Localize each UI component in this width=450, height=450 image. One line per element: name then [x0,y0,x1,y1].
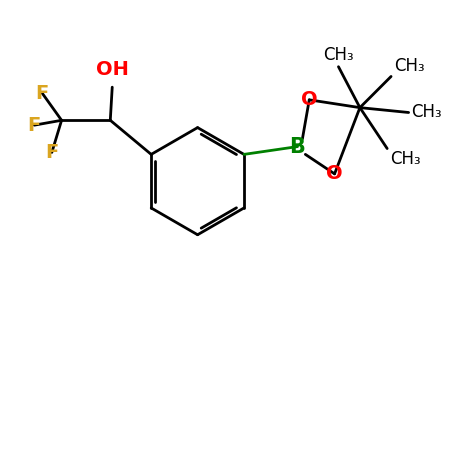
Text: CH₃: CH₃ [394,57,425,75]
Text: CH₃: CH₃ [323,46,354,64]
Text: B: B [290,137,306,157]
Text: O: O [326,164,343,183]
Text: CH₃: CH₃ [412,104,442,122]
Text: F: F [28,116,41,135]
Text: O: O [301,90,318,109]
Text: OH: OH [96,60,129,79]
Text: F: F [36,84,49,103]
Text: F: F [45,143,58,162]
Text: CH₃: CH₃ [390,150,421,168]
